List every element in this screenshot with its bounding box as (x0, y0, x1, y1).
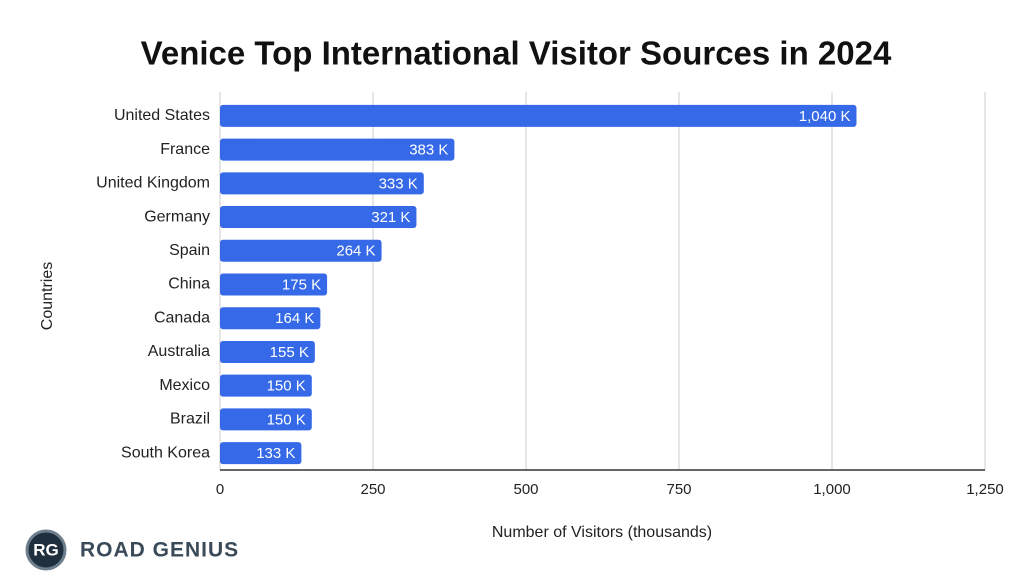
y-tick-label: Germany (144, 208, 210, 225)
value-label: 383 K (409, 142, 448, 159)
bar (220, 239, 382, 262)
x-tick-label: 500 (513, 481, 538, 498)
y-tick-label: Brazil (170, 411, 210, 428)
bar (220, 442, 302, 465)
bar (220, 307, 321, 330)
bar (220, 273, 328, 296)
y-tick-label: Mexico (159, 377, 210, 394)
value-label: 1,040 K (799, 108, 851, 125)
bar (220, 172, 424, 195)
chart-title: Venice Top International Visitor Sources… (141, 35, 892, 72)
value-label: 321 K (371, 209, 410, 226)
x-tick-label: 250 (360, 481, 385, 498)
logo-badge (25, 529, 67, 571)
bar (220, 340, 315, 363)
bar (220, 138, 455, 161)
x-tick-label: 1,250 (966, 481, 1004, 498)
bar (220, 408, 312, 431)
logo-name: ROAD GENIUS (80, 539, 239, 562)
logo-badge-text: RG (33, 540, 59, 559)
logo: RG ROAD GENIUS (25, 529, 239, 571)
x-tick-label: 750 (666, 481, 691, 498)
x-axis-label: Number of Visitors (thousands) (492, 524, 712, 541)
y-tick-label: Canada (154, 309, 210, 326)
value-label: 150 K (267, 378, 306, 395)
value-label: 164 K (275, 310, 314, 327)
bar (220, 206, 417, 229)
x-tick-label: 1,000 (813, 481, 851, 498)
x-tick-label: 0 (216, 481, 224, 498)
value-label: 155 K (270, 344, 309, 361)
y-tick-label: Australia (148, 343, 210, 360)
y-tick-label: Spain (169, 242, 210, 259)
y-tick-label: China (168, 276, 210, 293)
bar (220, 104, 857, 127)
value-label: 133 K (256, 445, 295, 462)
y-axis-label: Countries (39, 262, 56, 330)
value-label: 333 K (379, 175, 418, 192)
value-label: 150 K (267, 411, 306, 428)
value-label: 175 K (282, 276, 321, 293)
y-tick-label: United Kingdom (96, 175, 210, 192)
y-tick-label: South Korea (121, 444, 210, 461)
bar (220, 374, 312, 397)
y-tick-label: United States (114, 107, 210, 124)
value-label: 264 K (336, 243, 375, 260)
y-tick-label: France (160, 141, 210, 158)
